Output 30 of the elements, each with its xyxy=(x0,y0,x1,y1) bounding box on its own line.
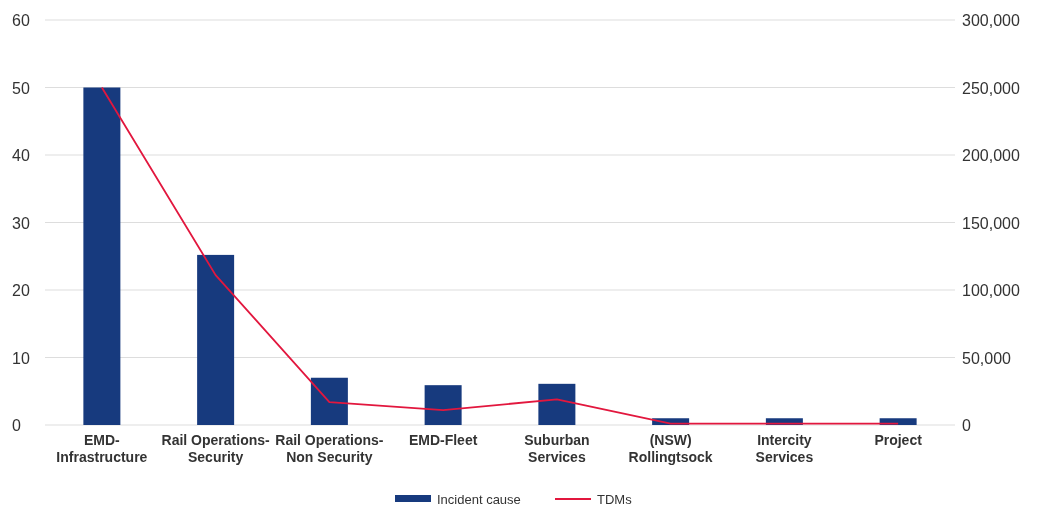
legend-label: Incident cause xyxy=(437,492,521,507)
bar xyxy=(538,383,576,425)
x-tick-label: EMD- Infrastructure xyxy=(56,432,148,465)
y-tick-label: 50 xyxy=(12,79,30,97)
x-tick-label: (NSW) Rollingtsock xyxy=(628,432,713,465)
y-tick-label: 10 xyxy=(12,349,30,367)
x-tick-label: Rail Operations- Non Security xyxy=(275,432,384,465)
y-tick-label: 20 xyxy=(12,282,30,299)
y2-tick-label: 0 xyxy=(962,417,971,434)
x-tick-label: EMD-Fleet xyxy=(408,432,478,448)
y2-tick-label: 100,000 xyxy=(962,282,1020,299)
x-tick-label: Project xyxy=(874,432,923,448)
bar xyxy=(197,254,235,425)
x-tick-label: Rail Operations- Security xyxy=(161,432,271,465)
line-series xyxy=(100,86,900,425)
y2-tick-label: 150,000 xyxy=(962,214,1020,232)
y2-tick-label: 50,000 xyxy=(962,349,1012,367)
y2-tick-label: 300,000 xyxy=(962,12,1020,29)
bar xyxy=(424,385,462,425)
bar xyxy=(83,87,121,425)
legend-label: TDMs xyxy=(597,492,633,507)
x-tick-label: Suburban Services xyxy=(524,432,590,465)
y-tick-label: 0 xyxy=(12,417,21,434)
y-tick-label: 40 xyxy=(12,147,30,164)
y2-tick-label: 200,000 xyxy=(962,147,1020,164)
bar xyxy=(310,377,348,425)
x-tick-label: Intercity Services xyxy=(755,432,814,465)
y-tick-label: 60 xyxy=(12,12,30,29)
y2-tick-label: 250,000 xyxy=(962,79,1020,97)
y-tick-label: 30 xyxy=(12,214,30,232)
